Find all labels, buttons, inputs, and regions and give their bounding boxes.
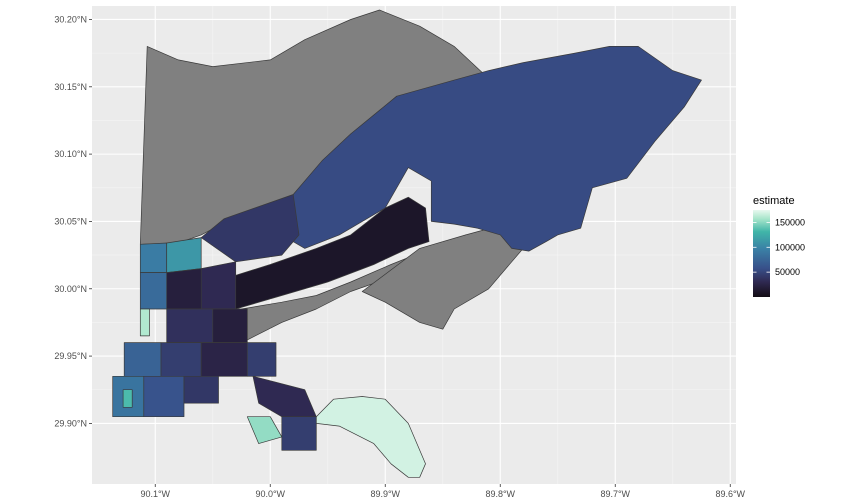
region-metairie-border	[139, 272, 168, 310]
region-garden-district	[143, 375, 185, 418]
x-tick-label: 89.9°W	[370, 489, 400, 499]
region-english-turn	[315, 396, 426, 478]
legend-tick-label: 150000	[775, 217, 805, 227]
region-lakeview-strip	[139, 308, 150, 337]
region-uptown-a	[123, 342, 162, 377]
legend-colorbar	[753, 210, 770, 297]
x-axis: 90.1°W 90.0°W 89.9°W 89.8°W 89.7°W 89.6°W	[140, 484, 746, 499]
y-tick-label: 30.15°N	[54, 82, 87, 92]
region-audubon	[122, 389, 133, 408]
legend: estimate 50000 100000 150000	[753, 195, 805, 297]
legend-tick-label: 100000	[775, 242, 805, 252]
x-tick-label: 90.0°W	[255, 489, 285, 499]
region-central-city	[200, 342, 248, 377]
y-tick-label: 29.90°N	[54, 418, 87, 428]
region-algiers-east	[281, 416, 317, 451]
region-lakefront-west-1	[139, 242, 168, 273]
x-tick-label: 89.7°W	[600, 489, 630, 499]
y-tick-label: 30.10°N	[54, 149, 87, 159]
region-mid-city	[166, 308, 214, 343]
legend-ticks: 50000 100000 150000	[753, 217, 805, 277]
region-east-south-na	[361, 223, 536, 330]
y-tick-label: 29.95°N	[54, 351, 87, 361]
region-gentilly-mid	[200, 261, 237, 310]
x-tick-label: 90.1°W	[140, 489, 170, 499]
x-tick-label: 89.6°W	[715, 489, 745, 499]
region-irish-channel	[183, 375, 219, 404]
region-uptown-b	[160, 342, 202, 377]
y-tick-label: 30.20°N	[54, 14, 87, 24]
legend-title: estimate	[753, 195, 795, 207]
y-axis: 29.90°N 29.95°N 30.00°N 30.05°N 30.10°N 30.15…	[54, 14, 92, 428]
map-regions	[112, 9, 702, 478]
x-tick-label: 89.8°W	[485, 489, 515, 499]
region-lakefront-west-2	[166, 237, 202, 273]
y-tick-label: 30.00°N	[54, 284, 87, 294]
region-chef-corridor	[235, 196, 430, 310]
region-new-orleans-east	[281, 46, 702, 252]
region-city-park-east	[166, 268, 202, 310]
y-tick-label: 30.05°N	[54, 216, 87, 226]
region-bywater	[246, 342, 277, 377]
region-treme	[212, 308, 248, 343]
legend-tick-label: 50000	[775, 267, 800, 277]
